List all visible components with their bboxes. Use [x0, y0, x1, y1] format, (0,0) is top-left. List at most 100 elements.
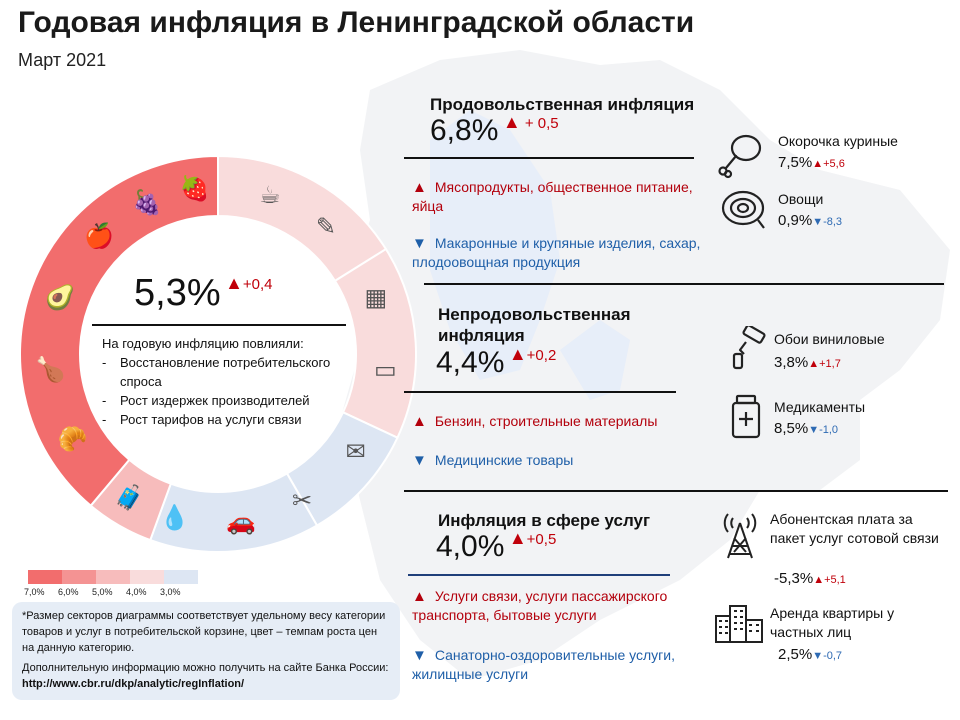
page-title: Годовая инфляция в Ленинградской области — [18, 6, 695, 39]
item-change: +5,6 — [823, 158, 845, 170]
footnote-box: *Размер секторов диаграммы соответствует… — [12, 602, 400, 700]
legend-label: 7,0% — [24, 587, 45, 597]
inflation-factors: На годовую инфляцию повлияли: Восстановл… — [102, 334, 352, 429]
category-icon: 🍎 — [84, 221, 114, 250]
services-change-value: +0,5 — [526, 531, 557, 548]
services-change: ▲+0,5 — [508, 528, 557, 548]
services-item-label: Абонентская плата за пакет услуг сотовой… — [770, 511, 939, 546]
nonfood-change-value: +0,2 — [526, 347, 557, 364]
item-change: +1,7 — [819, 358, 841, 370]
nonfood-section-title: Непродовольственная инфляция — [438, 305, 631, 345]
services-up-text: Услуги связи, услуги пассажирского транс… — [412, 588, 668, 623]
down-triangle-icon: ▼ — [812, 650, 824, 662]
legend-label: 6,0% — [58, 587, 79, 597]
item-change: -0,7 — [823, 650, 843, 662]
nonfood-divider — [404, 391, 676, 393]
food-inflation-value: 6,8% — [430, 114, 499, 147]
services-divider — [408, 574, 670, 576]
category-icon: ▦ — [365, 284, 388, 312]
item-value-text: 7,5% — [778, 154, 813, 171]
up-triangle-icon: ▲ — [412, 588, 427, 605]
nonfood-change: ▲+0,2 — [508, 344, 557, 364]
inflation-donut-chart: ☕ ✎ ▦ ▭ ✉ ✂ 🚗 💧 🧳 🥐 🍗 🥑 🍎 🍇 🍓 — [19, 154, 417, 553]
food-value-block: 6,8% ▲ + 0,5 — [430, 112, 559, 148]
category-icon: 🥐 — [58, 425, 88, 453]
paint-roller-icon — [728, 326, 768, 370]
services-item-value: 2,5%▼-0,7 — [778, 646, 842, 663]
item-value-text: 0,9% — [778, 212, 813, 229]
legend-label: 5,0% — [92, 587, 113, 597]
up-triangle-icon: ▲ — [508, 344, 527, 364]
nonfood-item-label: Медикаменты — [774, 399, 866, 415]
donut-sector-food-service — [217, 154, 388, 283]
up-triangle-icon: ▲ — [412, 413, 427, 430]
buildings-icon — [714, 602, 764, 644]
factors-title: На годовую инфляцию повлияли: — [102, 336, 304, 351]
cell-tower-icon — [718, 508, 762, 560]
services-section-title: Инфляция в сфере услуг — [438, 511, 651, 530]
legend-swatch-7 — [28, 570, 62, 584]
nonfood-item-value: 8,5%▼-1,0 — [774, 420, 838, 437]
services-item-value: -5,3%▲+5,1 — [774, 570, 846, 587]
section-divider — [404, 490, 948, 492]
overall-divider — [92, 324, 346, 326]
up-triangle-icon: ▲ — [808, 358, 820, 370]
overall-inflation-value: 5,3% — [134, 272, 221, 314]
nonfood-value-block: 4,4% ▲+0,2 — [436, 344, 557, 380]
up-triangle-icon: ▲ — [508, 528, 527, 548]
category-icon: ✂ — [292, 486, 312, 514]
legend-label: 4,0% — [126, 587, 147, 597]
down-triangle-icon: ▼ — [412, 235, 427, 252]
food-item-label: Овощи — [778, 191, 824, 207]
up-triangle-icon: ▲ — [225, 273, 243, 293]
footnote-text: *Размер секторов диаграммы соответствует… — [22, 610, 386, 654]
food-item-value: 0,9%▼-8,3 — [778, 212, 842, 229]
down-triangle-icon: ▼ — [412, 452, 427, 469]
food-up-text: Мясопродукты, общественное питание, яйца — [412, 179, 693, 214]
item-value-text: 8,5% — [774, 420, 809, 437]
food-change-value: + 0,5 — [524, 115, 559, 132]
category-icon: 💧 — [160, 503, 190, 531]
food-down-bullet: ▼ Макаронные и крупяные изделия, сахар, п… — [412, 234, 702, 272]
cbr-link[interactable]: http://www.cbr.ru/dkp/analytic/regInflat… — [22, 678, 245, 690]
food-item-value: 7,5%▲+5,6 — [778, 154, 845, 171]
down-triangle-icon: ▼ — [812, 216, 824, 228]
nonfood-down-bullet: ▼ Медицинские товары — [412, 451, 712, 470]
onion-icon — [718, 186, 768, 232]
nonfood-up-text: Бензин, строительные материалы — [434, 413, 658, 429]
category-icon: 🍇 — [132, 189, 162, 217]
category-icon: 🍗 — [36, 356, 66, 384]
food-section-title: Продовольственная инфляция — [430, 95, 695, 114]
category-icon: 🥑 — [45, 282, 75, 312]
services-up-bullet: ▲ Услуги связи, услуги пассажирского тран… — [412, 587, 712, 625]
legend-swatch-6 — [62, 570, 96, 584]
up-triangle-icon: ▲ — [812, 158, 824, 170]
up-triangle-icon: ▲ — [412, 179, 427, 196]
overall-change: ▲+0,4 — [225, 273, 273, 293]
services-down-text: Санаторно-оздоровительные услуги, жилищн… — [412, 647, 675, 682]
category-icon: ✉ — [346, 437, 366, 465]
food-up-bullet: ▲ Мясопродукты, общественное питание, яйц… — [412, 178, 702, 216]
nonfood-down-text: Медицинские товары — [434, 452, 574, 468]
category-icon: 🧳 — [114, 483, 144, 511]
item-value-text: -5,3% — [774, 570, 814, 587]
overall-change-value: +0,4 — [242, 276, 273, 293]
food-divider — [404, 157, 694, 159]
down-triangle-icon: ▼ — [808, 424, 820, 436]
services-item-label: Аренда квартиры у частных лиц — [770, 605, 895, 640]
up-triangle-icon: ▲ — [502, 112, 521, 132]
category-icon: ☕ — [259, 181, 281, 209]
factor-item: Рост тарифов на услуги связи — [102, 410, 352, 429]
medicine-bottle-icon — [728, 394, 764, 440]
legend-swatch-4 — [130, 570, 164, 584]
item-value-text: 2,5% — [778, 646, 813, 663]
section-divider — [424, 283, 944, 285]
category-icon: ▭ — [374, 356, 397, 384]
food-item-label: Окорочка куриные — [778, 133, 898, 149]
food-change: ▲ + 0,5 — [502, 112, 559, 132]
nonfood-item-label: Обои виниловые — [774, 331, 885, 347]
legend-swatch-5 — [96, 570, 130, 584]
services-inflation-value: 4,0% — [436, 530, 505, 563]
chicken-leg-icon — [714, 130, 766, 182]
legend-label: 3,0% — [160, 587, 181, 597]
